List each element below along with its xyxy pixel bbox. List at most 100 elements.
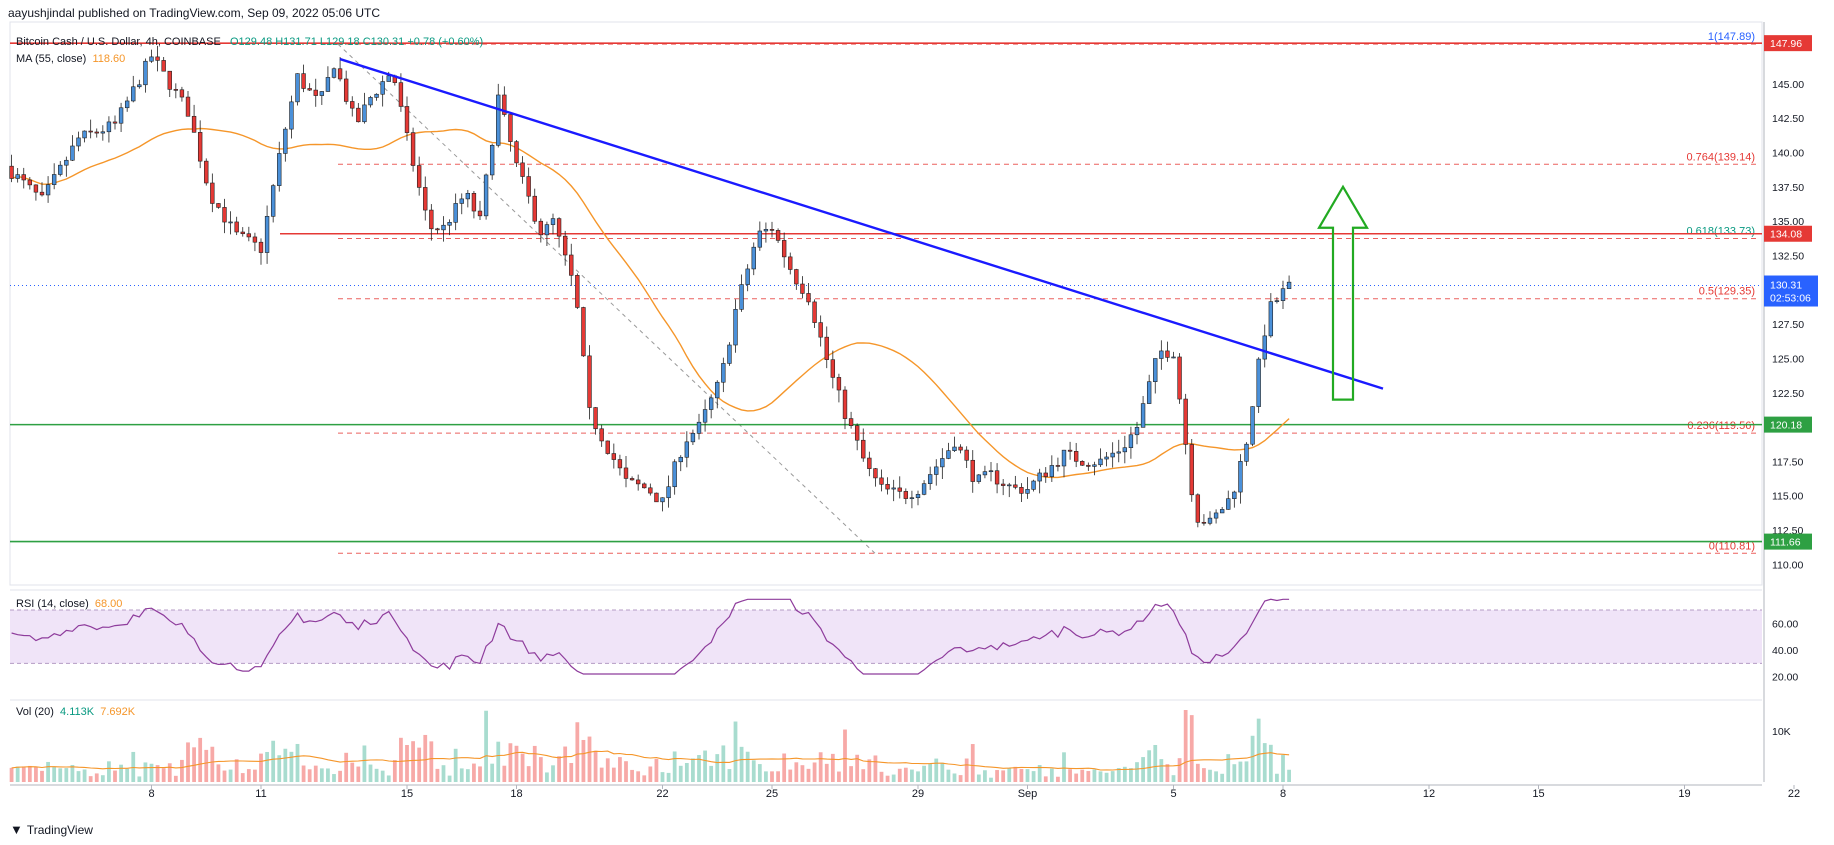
- volume-bar: [1159, 759, 1164, 782]
- symbol-title: Bitcoin Cash / U.S. Dollar, 4h, COINBASE: [16, 36, 221, 48]
- candle-body: [204, 160, 209, 184]
- fib-level-label: 0(110.81): [1709, 540, 1755, 552]
- candle-body: [648, 487, 653, 494]
- time-tick-label: 25: [766, 788, 778, 800]
- published-by-header: aayushjindal published on TradingView.co…: [8, 6, 381, 20]
- symbol-legend: Bitcoin Cash / U.S. Dollar, 4h, COINBASE…: [16, 36, 483, 48]
- candle-body: [9, 165, 14, 179]
- candle-body: [508, 114, 513, 142]
- candle-body: [964, 449, 969, 461]
- volume-bar: [405, 745, 409, 782]
- ma-label: MA (55, close): [16, 53, 87, 65]
- candle-body: [33, 184, 39, 193]
- rsi-legend: RSI (14, close) 68.00: [16, 598, 122, 610]
- volume-bar: [940, 762, 945, 782]
- volume-bar: [1110, 771, 1115, 782]
- candle-body: [800, 283, 805, 294]
- volume-bar: [788, 769, 793, 782]
- volume-bar: [1153, 745, 1158, 782]
- fib-level-label: 0.5(129.35): [1699, 286, 1755, 298]
- candle-body: [137, 84, 142, 88]
- candle-body: [325, 77, 331, 92]
- volume-bar: [1275, 773, 1279, 782]
- volume-bar: [745, 751, 750, 782]
- volume-bar: [1056, 776, 1060, 782]
- price-tick-label: 127.50: [1772, 319, 1804, 331]
- candle-body: [550, 218, 556, 225]
- price-level-badge-label: 120.18: [1770, 420, 1802, 432]
- volume-bar: [1244, 761, 1249, 782]
- volume-bar: [332, 774, 336, 782]
- ma-55-line: [11, 127, 1290, 479]
- volume-bar: [703, 750, 707, 782]
- time-tick-label: 22: [656, 788, 668, 800]
- candle-body: [605, 440, 610, 454]
- volume-bar: [222, 770, 227, 782]
- volume-bar: [228, 769, 233, 782]
- volume-bar: [1202, 768, 1206, 782]
- candle-body: [775, 230, 781, 241]
- volume-bar: [727, 769, 732, 782]
- fib-level-label: 0.764(139.14): [1687, 151, 1756, 163]
- volume-bar: [861, 769, 866, 782]
- candle-body: [635, 479, 641, 485]
- candle-body: [946, 450, 951, 459]
- volume-bar: [253, 769, 257, 782]
- candle-body: [1122, 447, 1128, 453]
- candle-body: [903, 491, 909, 499]
- candle-body: [70, 145, 75, 161]
- rsi-line: [11, 598, 1290, 675]
- price-tick-label: 122.50: [1772, 388, 1804, 400]
- volume-bar: [478, 766, 482, 782]
- volume-bar: [751, 760, 756, 782]
- volume-bar: [1189, 715, 1194, 782]
- candle-body: [246, 233, 252, 238]
- volume-bar: [1177, 758, 1182, 782]
- time-tick-label: 8: [148, 788, 154, 800]
- candle-body: [1007, 484, 1012, 487]
- candle-body: [587, 355, 592, 408]
- candle-body: [58, 164, 63, 175]
- candle-body: [952, 446, 957, 451]
- volume-bar: [1141, 757, 1145, 782]
- volume-bar: [472, 763, 476, 782]
- volume-bar: [855, 754, 860, 782]
- price-pane: [9, 21, 1763, 586]
- footer-brand-label: TradingView: [26, 822, 93, 837]
- volume-bar: [9, 767, 14, 782]
- candle-body: [678, 456, 683, 463]
- volume-bar: [21, 766, 26, 782]
- candle-body: [343, 78, 349, 102]
- volume-bar: [186, 742, 190, 782]
- candle-body: [520, 162, 525, 177]
- candle-body: [848, 418, 854, 426]
- volume-bar: [246, 769, 251, 782]
- candle-body: [1183, 398, 1188, 445]
- footer-brand[interactable]: ▼ TradingView: [10, 822, 93, 837]
- candle-body: [642, 483, 647, 489]
- time-tick-label: 15: [401, 788, 413, 800]
- candle-body: [611, 453, 617, 460]
- volume-bar: [399, 737, 403, 782]
- candle-body: [131, 86, 136, 102]
- candle-body: [617, 459, 623, 469]
- volume-bar: [484, 710, 488, 782]
- volume-bar: [271, 740, 276, 782]
- time-tick-label: 5: [1170, 788, 1176, 800]
- candle-body: [988, 470, 994, 473]
- candle-body: [1177, 356, 1182, 400]
- candle-body: [1025, 489, 1030, 494]
- candle-body: [1116, 451, 1121, 454]
- candle-body: [970, 459, 975, 482]
- volume-bar: [100, 775, 105, 782]
- volume-bar: [830, 753, 835, 782]
- candle-body: [1256, 358, 1261, 407]
- volume-bar: [344, 752, 349, 782]
- price-tick-label: 117.50: [1772, 456, 1803, 468]
- volume-bar: [684, 763, 689, 782]
- volume-bar: [624, 761, 628, 782]
- candle-body: [1268, 301, 1274, 337]
- candle-body: [216, 203, 221, 208]
- volume-bar: [538, 757, 543, 782]
